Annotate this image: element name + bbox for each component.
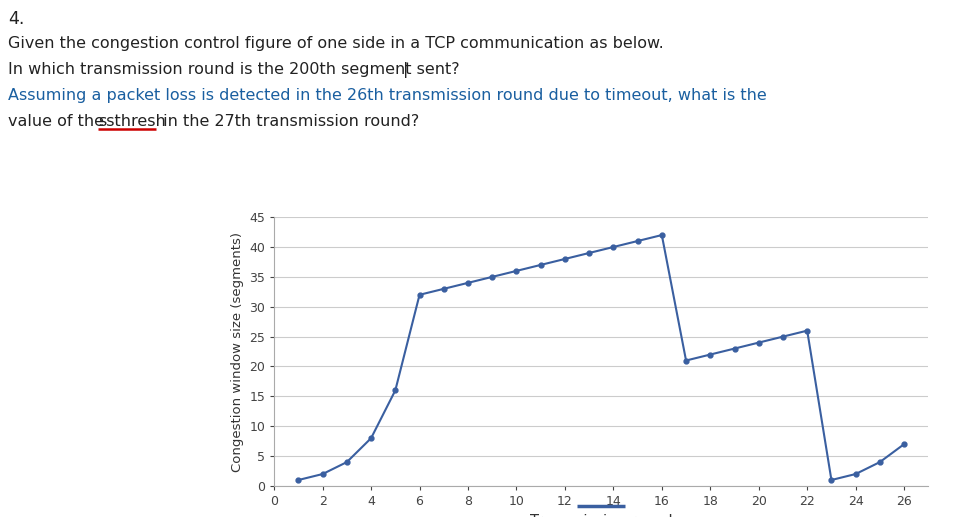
Text: 4.: 4.	[8, 10, 24, 28]
Text: In which transmission round is the 200th segment sent?: In which transmission round is the 200th…	[8, 62, 459, 77]
Text: Assuming a packet loss is detected in the 26th transmission round due to timeout: Assuming a packet loss is detected in th…	[8, 88, 766, 103]
X-axis label: Transmission round: Transmission round	[530, 513, 672, 517]
Text: Given the congestion control figure of one side in a TCP communication as below.: Given the congestion control figure of o…	[8, 36, 663, 51]
Text: ssthresh: ssthresh	[98, 114, 165, 129]
Text: value of the: value of the	[8, 114, 109, 129]
Y-axis label: Congestion window size (segments): Congestion window size (segments)	[231, 232, 243, 472]
Text: in the 27th transmission round?: in the 27th transmission round?	[158, 114, 419, 129]
Text: |: |	[403, 62, 408, 78]
